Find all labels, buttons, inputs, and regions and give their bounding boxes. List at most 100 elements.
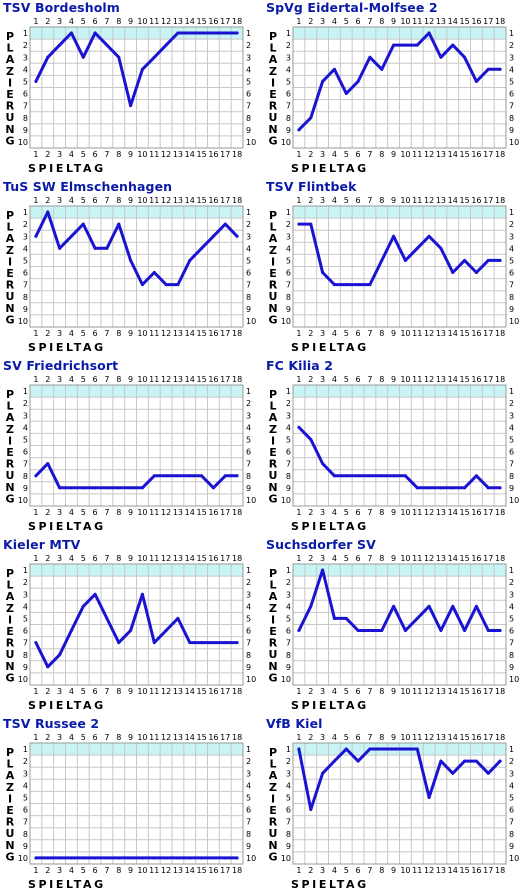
data-point xyxy=(164,43,168,47)
x-tick-label: 10 xyxy=(137,866,147,875)
chart-panel: 1 1 2 2 3 3 4 4 5 5 6 6 7 7 8 8 9 9 10 10 11 11 12 12 13 13 14 14 15… xyxy=(263,716,526,895)
x-tick-label: 10 xyxy=(137,196,147,205)
x-tick-label: 18 xyxy=(232,866,242,875)
x-tick-label: 9 xyxy=(128,733,133,742)
y-axis-label-letter: L xyxy=(269,758,276,771)
y-tick-label: 6 xyxy=(23,627,28,636)
y-axis-label-letter: Z xyxy=(6,244,14,257)
y-tick-label: 3 xyxy=(23,411,28,420)
x-tick-label: 2 xyxy=(308,554,313,563)
data-point xyxy=(46,210,50,214)
data-point xyxy=(200,474,204,478)
x-tick-label: 6 xyxy=(356,866,361,875)
x-tick-label: 9 xyxy=(128,196,133,205)
data-point xyxy=(176,616,180,620)
y-axis-label-letter: R xyxy=(269,816,278,829)
x-tick-label: 13 xyxy=(173,554,183,563)
y-tick-label: 7 xyxy=(246,818,251,827)
x-tick-label: 18 xyxy=(232,329,242,338)
data-point xyxy=(235,234,239,238)
x-tick-label: 4 xyxy=(69,150,74,159)
y-tick-label: 4 xyxy=(246,423,251,432)
y-tick-label: 10 xyxy=(509,675,519,684)
data-point xyxy=(200,246,204,250)
data-point xyxy=(93,856,97,860)
x-tick-label: 15 xyxy=(459,866,469,875)
x-tick-label: 7 xyxy=(104,329,109,338)
x-tick-label: 15 xyxy=(459,375,469,384)
y-tick-label: 4 xyxy=(23,65,28,74)
y-tick-label: 7 xyxy=(509,102,514,111)
data-point xyxy=(81,222,85,226)
y-tick-label: 7 xyxy=(23,460,28,469)
y-tick-label: 5 xyxy=(509,77,514,86)
x-tick-label: 14 xyxy=(448,375,458,384)
x-tick-label: 17 xyxy=(220,375,230,384)
chart-title: TSV Russee 2 xyxy=(3,716,100,731)
y-axis-label-letter: U xyxy=(269,290,278,303)
data-point xyxy=(332,616,336,620)
x-tick-label: 7 xyxy=(104,17,109,26)
y-axis-label-letter: L xyxy=(6,221,13,234)
y-tick-label: 1 xyxy=(509,566,514,575)
data-point xyxy=(344,747,348,751)
x-tick-label: 9 xyxy=(391,733,396,742)
x-tick-label: 2 xyxy=(45,150,50,159)
x-tick-label: 16 xyxy=(208,375,218,384)
data-point xyxy=(129,104,133,108)
y-tick-label: 7 xyxy=(246,102,251,111)
chart-panel: 1 1 2 2 3 3 4 4 5 5 6 6 7 7 8 8 9 9 10 10 11 11 12 12 13 13 14 14 15… xyxy=(0,537,263,716)
y-tick-label: 2 xyxy=(23,578,28,587)
x-tick-label: 4 xyxy=(332,329,337,338)
y-tick-label: 7 xyxy=(286,102,291,111)
x-axis-label: SPIELTAG xyxy=(291,699,369,712)
y-tick-label: 7 xyxy=(23,639,28,648)
chart-panel: 1 1 2 2 3 3 4 4 5 5 6 6 7 7 8 8 9 9 10 10 11 11 12 12 13 13 14 14 15… xyxy=(0,179,263,358)
x-tick-label: 7 xyxy=(367,866,372,875)
data-point xyxy=(474,271,478,275)
y-axis-label-letter: E xyxy=(6,804,14,817)
chart-title: Kieler MTV xyxy=(3,537,81,552)
x-tick-label: 14 xyxy=(448,150,458,159)
y-tick-label: 6 xyxy=(23,269,28,278)
x-tick-label: 3 xyxy=(57,508,62,517)
data-point xyxy=(297,629,301,633)
x-tick-label: 11 xyxy=(149,866,159,875)
x-tick-label: 15 xyxy=(196,196,206,205)
data-point xyxy=(498,759,502,763)
x-tick-label: 14 xyxy=(185,733,195,742)
y-tick-label: 2 xyxy=(286,399,291,408)
x-tick-label: 5 xyxy=(344,17,349,26)
x-tick-label: 1 xyxy=(296,17,301,26)
x-tick-label: 11 xyxy=(149,150,159,159)
x-tick-label: 3 xyxy=(320,150,325,159)
x-tick-label: 14 xyxy=(448,17,458,26)
y-tick-label: 4 xyxy=(23,423,28,432)
plot-frame xyxy=(292,205,507,328)
data-point xyxy=(152,271,156,275)
x-tick-label: 9 xyxy=(128,508,133,517)
x-tick-label: 7 xyxy=(367,150,372,159)
y-tick-label: 3 xyxy=(246,769,251,778)
chart-panel: 1 1 2 2 3 3 4 4 5 5 6 6 7 7 8 8 9 9 10 10 11 11 12 12 13 13 14 14 15… xyxy=(263,358,526,537)
y-tick-label: 1 xyxy=(23,745,28,754)
data-point xyxy=(486,67,490,71)
data-point xyxy=(439,55,443,59)
y-tick-label: 5 xyxy=(23,614,28,623)
x-tick-label: 10 xyxy=(400,687,410,696)
data-point xyxy=(321,79,325,83)
x-tick-label: 10 xyxy=(400,375,410,384)
x-tick-label: 18 xyxy=(232,733,242,742)
y-axis-label-letter: E xyxy=(269,267,277,280)
y-tick-label: 5 xyxy=(509,256,514,265)
placement-chart: 1122334455667788991010111112121313141415… xyxy=(268,375,519,533)
y-tick-label: 1 xyxy=(23,29,28,38)
x-tick-label: 12 xyxy=(161,196,171,205)
data-point xyxy=(498,486,502,490)
x-tick-label: 7 xyxy=(367,687,372,696)
y-tick-label: 4 xyxy=(23,781,28,790)
data-point xyxy=(93,486,97,490)
chart-panel: 1 1 2 2 3 3 4 4 5 5 6 6 7 7 8 8 9 9 10 10 11 11 12 12 13 13 14 14 15… xyxy=(0,0,263,179)
y-tick-label: 10 xyxy=(246,854,256,863)
y-axis-label-letter: U xyxy=(6,469,15,482)
